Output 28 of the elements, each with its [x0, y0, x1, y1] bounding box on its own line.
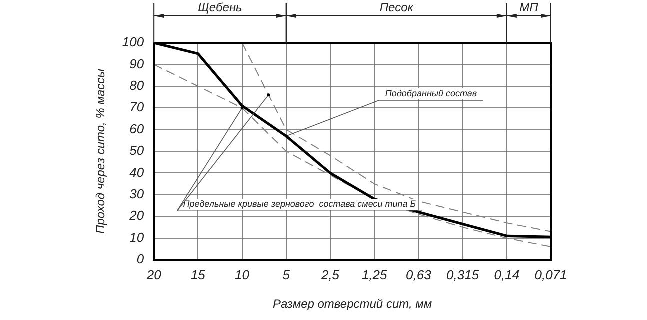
x-tick-label: 0,071	[534, 267, 568, 282]
x-tick-label: 5	[282, 267, 291, 282]
text: МП	[520, 0, 539, 14]
x-tick-label: 15	[190, 267, 206, 282]
y-tick-label: 20	[128, 208, 145, 224]
x-axis-title: Размер отверстий сит, мм	[272, 297, 432, 312]
y-tick-label: 50	[130, 143, 145, 158]
y-tick-label: 70	[130, 100, 145, 115]
annotation: Подобранный состав	[385, 88, 478, 98]
y-tick-label: 30	[130, 186, 145, 202]
text: Щебень	[198, 0, 242, 14]
x-tick-label: 0,315	[446, 267, 480, 282]
y-tick-label: 100	[122, 34, 145, 50]
x-tick-label: 20	[146, 267, 162, 282]
y-tick-label: 80	[130, 78, 145, 94]
y-tick-label: 40	[130, 164, 145, 180]
y-tick-label: 0	[136, 252, 145, 267]
text: Песок	[380, 0, 415, 14]
y-axis-title: Проход через сито, % массы	[94, 68, 108, 234]
x-tick-label: 2,5	[320, 267, 340, 282]
x-tick-label: 10	[235, 267, 250, 282]
x-tick-label: 1,25	[362, 267, 388, 282]
x-tick-label: 0,14	[494, 267, 520, 282]
annotation: Предельные кривые зернового состава смеси типа Б	[183, 199, 416, 210]
y-tick-label: 10	[130, 230, 145, 245]
x-tick-label: 0,63	[406, 267, 432, 282]
y-tick-label: 60	[130, 121, 145, 136]
y-tick-label: 90	[130, 56, 145, 72]
